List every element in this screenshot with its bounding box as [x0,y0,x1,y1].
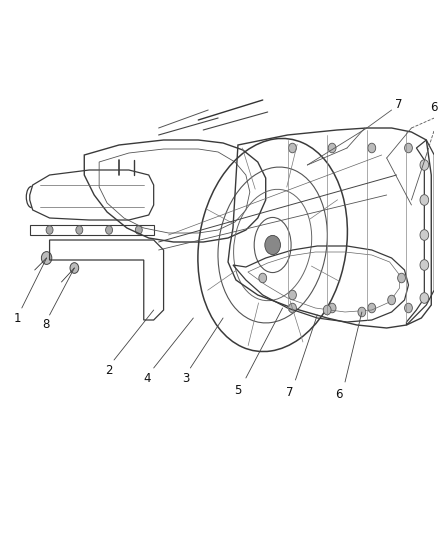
Circle shape [420,160,429,171]
Text: 6: 6 [431,101,438,115]
Circle shape [405,143,413,153]
Circle shape [323,305,331,315]
Circle shape [70,263,79,273]
Text: 7: 7 [395,98,403,110]
Circle shape [76,226,83,235]
Circle shape [398,273,406,283]
Text: 6: 6 [336,387,343,400]
Text: 4: 4 [143,372,151,384]
Text: 3: 3 [182,372,189,384]
Circle shape [41,252,52,264]
Circle shape [368,143,376,153]
Circle shape [420,230,429,240]
Circle shape [259,273,267,283]
Circle shape [106,226,113,235]
Circle shape [135,226,142,235]
Circle shape [368,303,376,313]
Circle shape [420,195,429,205]
Text: 2: 2 [105,364,113,376]
Circle shape [289,143,297,153]
Text: 7: 7 [286,385,293,399]
Text: 5: 5 [234,384,242,397]
Text: 8: 8 [42,319,49,332]
Circle shape [358,307,366,317]
Circle shape [289,303,297,313]
Circle shape [265,236,280,255]
Circle shape [388,295,396,305]
Circle shape [328,303,336,313]
Text: 1: 1 [14,311,21,325]
Circle shape [405,303,413,313]
Circle shape [420,293,429,303]
Circle shape [289,290,297,300]
Circle shape [328,143,336,153]
Circle shape [46,226,53,235]
Circle shape [420,260,429,270]
